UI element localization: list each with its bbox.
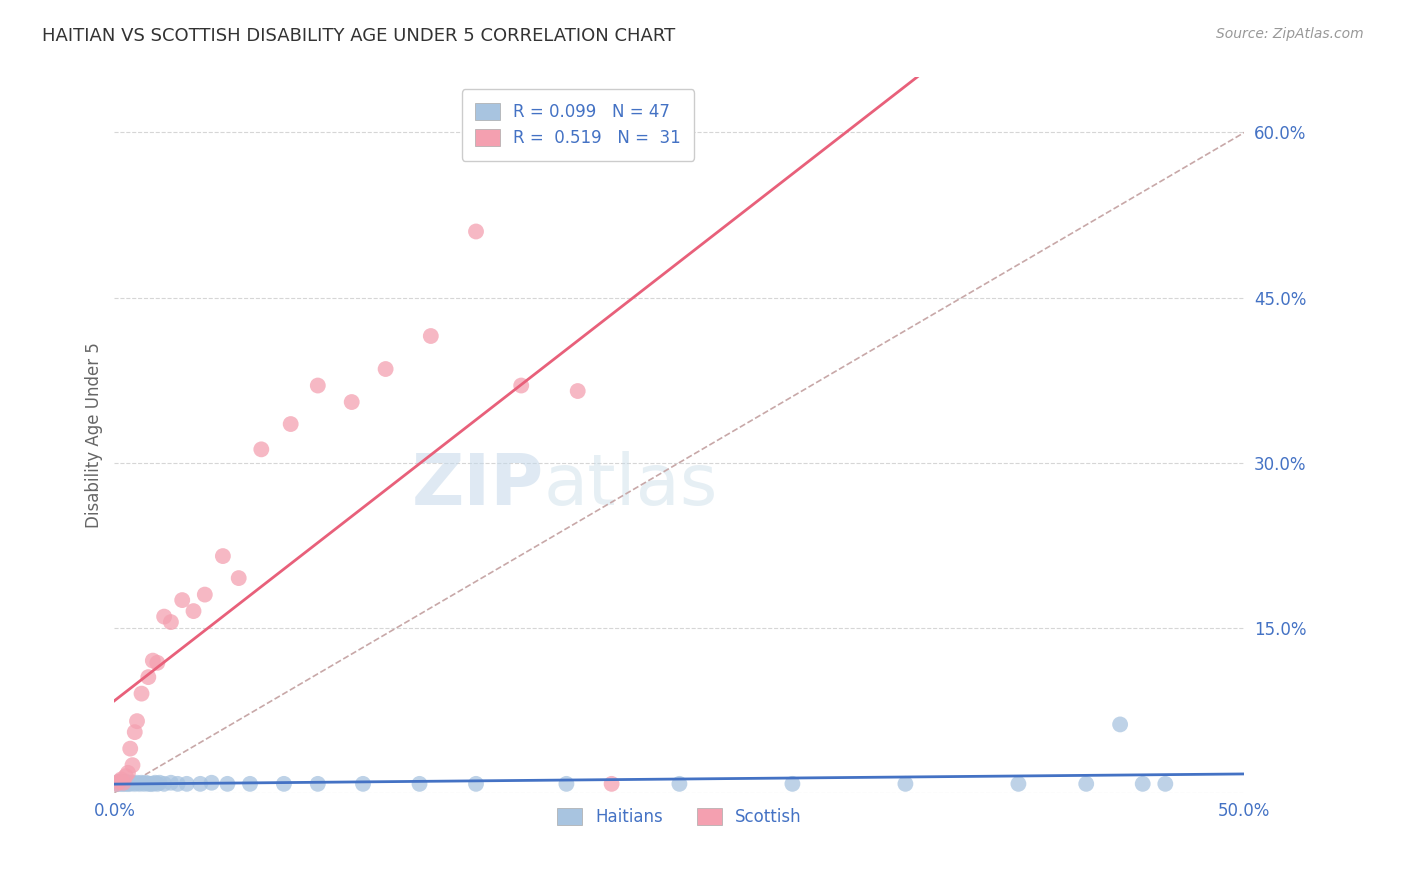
Point	[408, 777, 430, 791]
Point	[135, 776, 157, 790]
Point	[125, 714, 148, 728]
Point	[894, 777, 917, 791]
Point	[114, 774, 136, 789]
Text: HAITIAN VS SCOTTISH DISABILITY AGE UNDER 5 CORRELATION CHART: HAITIAN VS SCOTTISH DISABILITY AGE UNDER…	[42, 27, 675, 45]
Point	[114, 769, 136, 783]
Point	[668, 777, 690, 791]
Point	[1076, 777, 1098, 791]
Text: Source: ZipAtlas.com: Source: ZipAtlas.com	[1216, 27, 1364, 41]
Point	[143, 776, 166, 790]
Legend: Haitians, Scottish: Haitians, Scottish	[548, 799, 810, 834]
Point	[110, 774, 132, 789]
Point	[307, 378, 329, 392]
Point	[172, 593, 194, 607]
Point	[108, 774, 131, 789]
Point	[555, 777, 578, 791]
Point	[419, 329, 441, 343]
Point	[307, 777, 329, 791]
Point	[146, 656, 169, 670]
Point	[117, 765, 139, 780]
Point	[120, 777, 142, 791]
Point	[136, 670, 159, 684]
Point	[114, 777, 136, 791]
Point	[1132, 777, 1154, 791]
Point	[600, 777, 623, 791]
Point	[112, 776, 135, 790]
Point	[142, 654, 165, 668]
Point	[108, 774, 131, 789]
Point	[176, 777, 198, 791]
Point	[280, 417, 302, 431]
Point	[132, 777, 155, 791]
Point	[146, 777, 169, 791]
Point	[110, 777, 132, 791]
Point	[117, 776, 139, 790]
Point	[153, 609, 176, 624]
Point	[465, 225, 488, 239]
Point	[112, 776, 135, 790]
Point	[131, 687, 153, 701]
Point	[105, 777, 128, 791]
Point	[1154, 777, 1177, 791]
Point	[149, 776, 172, 790]
Point	[166, 777, 188, 791]
Point	[112, 777, 135, 791]
Point	[1007, 777, 1029, 791]
Point	[128, 777, 150, 791]
Point	[120, 741, 142, 756]
Point	[228, 571, 250, 585]
Point	[465, 777, 488, 791]
Point	[374, 362, 396, 376]
Point	[212, 549, 235, 563]
Point	[239, 777, 262, 791]
Point	[183, 604, 205, 618]
Point	[510, 378, 533, 392]
Point	[105, 777, 128, 791]
Point	[250, 442, 273, 457]
Point	[121, 758, 143, 772]
Point	[139, 777, 162, 791]
Point	[352, 777, 374, 791]
Point	[153, 777, 176, 791]
Point	[273, 777, 295, 791]
Point	[194, 588, 217, 602]
Point	[188, 777, 211, 791]
Point	[217, 777, 239, 791]
Point	[125, 776, 148, 790]
Point	[1109, 717, 1132, 731]
Point	[121, 776, 143, 790]
Point	[160, 776, 183, 790]
Point	[340, 395, 363, 409]
Point	[124, 777, 146, 791]
Point	[108, 777, 131, 791]
Point	[567, 384, 589, 398]
Text: ZIP: ZIP	[412, 450, 544, 520]
Point	[142, 777, 165, 791]
Point	[136, 777, 159, 791]
Point	[200, 776, 222, 790]
Point	[782, 777, 804, 791]
Point	[110, 772, 132, 787]
Point	[117, 777, 139, 791]
Point	[131, 776, 153, 790]
Point	[160, 615, 183, 629]
Point	[124, 725, 146, 739]
Y-axis label: Disability Age Under 5: Disability Age Under 5	[86, 343, 103, 528]
Text: atlas: atlas	[544, 450, 718, 520]
